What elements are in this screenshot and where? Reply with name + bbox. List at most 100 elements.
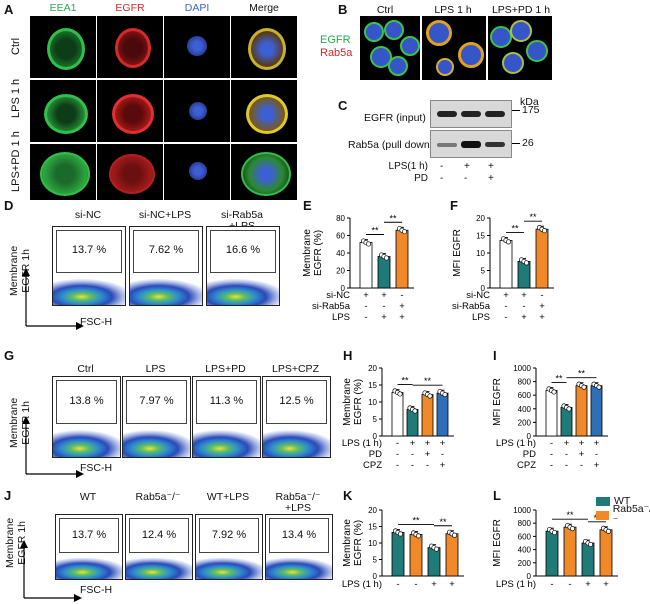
y-tick-label: 0 <box>527 572 532 581</box>
flow-gate <box>59 518 119 553</box>
data-point <box>581 384 587 390</box>
panel-label-f: F <box>450 198 458 213</box>
bar <box>445 533 459 577</box>
y-tick-label: 20 <box>368 364 377 373</box>
y-tick-label: 200 <box>518 418 532 427</box>
flow-density-cloud <box>196 552 262 579</box>
y-tick-label: 5 <box>373 556 378 565</box>
flow-axis-arrows <box>22 416 84 478</box>
condition-value: + <box>381 312 387 323</box>
condition-value: - <box>504 301 507 312</box>
micrograph-ctrl-egfr <box>97 16 163 78</box>
condition-value: + <box>363 290 369 301</box>
c-kda-26: 26 <box>522 137 534 149</box>
condition-value: - <box>411 460 414 471</box>
y-tick-label: 600 <box>518 532 532 541</box>
flow-gate <box>210 230 276 273</box>
data-point <box>383 255 390 261</box>
flow-title: LPS+CPZ <box>272 363 319 375</box>
condition-value: + <box>594 460 600 471</box>
condition-label: PD <box>369 449 382 460</box>
flow-gate <box>126 380 187 424</box>
micrograph-lps-merge <box>231 80 297 142</box>
bar <box>409 534 423 577</box>
flow-gate <box>129 518 189 553</box>
condition-value: - <box>522 301 525 312</box>
significance-label: ** <box>389 213 397 223</box>
flow-plot: 7.97 % <box>122 376 191 458</box>
y-tick-label: 5 <box>481 267 486 276</box>
bar <box>406 409 419 437</box>
flow-density-cloud <box>53 423 120 457</box>
bar <box>545 390 558 437</box>
condition-label: CPZ <box>517 460 536 471</box>
y-tick-label: 80 <box>336 214 345 223</box>
condition-value: + <box>579 438 585 449</box>
c-cond-lps: LPS(1 h) <box>388 161 428 172</box>
legend-kl: WT Rab5a⁻/⁻ <box>596 494 650 527</box>
condition-value: + <box>410 438 416 449</box>
condition-label: LPS <box>332 312 350 323</box>
y-tick-label: 10 <box>368 398 377 407</box>
flow-xlabel: FSC-H <box>80 584 113 596</box>
data-point <box>365 241 372 247</box>
y-tick-label: 0 <box>481 284 486 293</box>
condition-value: - <box>565 460 568 471</box>
y-axis-label: MFI EGFR <box>492 378 503 426</box>
y-tick-label: 800 <box>518 519 532 528</box>
y-tick-label: 15 <box>476 232 485 241</box>
y-axis-label: Membrane <box>342 519 353 567</box>
condition-label: PD <box>523 449 536 460</box>
y-tick-label: 800 <box>518 378 532 387</box>
condition-value: + <box>503 290 509 301</box>
y-tick-label: 60 <box>336 232 345 241</box>
condition-label: si-NC <box>466 290 490 301</box>
c-cond-pd: PD <box>414 173 428 184</box>
data-point <box>566 406 572 412</box>
panel-label-k: K <box>343 488 353 503</box>
condition-value: + <box>381 290 387 301</box>
y-tick-label: 15 <box>368 523 377 532</box>
significance-label: ** <box>529 212 537 222</box>
y-tick-label: 10 <box>368 539 377 548</box>
data-point <box>523 260 530 266</box>
significance-label: ** <box>511 223 519 233</box>
condition-value: - <box>364 301 367 312</box>
flow-title: Rab5a⁻/⁻ <box>135 491 181 503</box>
condition-label: LPS (1 h) <box>496 438 536 449</box>
data-point <box>541 228 548 234</box>
bar <box>535 228 549 289</box>
y-tick-label: 0 <box>373 432 378 441</box>
flow-density-cloud <box>207 272 279 305</box>
condition-value: + <box>399 301 405 312</box>
flow-title: LPS+PD <box>205 363 246 375</box>
significance-label: ** <box>412 515 420 525</box>
condition-label: si-NC <box>326 290 350 301</box>
flow-density-cloud <box>266 552 332 579</box>
y-tick-label: 1000 <box>513 506 531 515</box>
y-tick-label: 5 <box>373 415 378 424</box>
micrograph-lpspd-dapi <box>164 144 230 200</box>
flow-percentage: 13.4 % <box>281 529 317 541</box>
y-tick-label: 1000 <box>513 364 531 373</box>
panel-label-i: I <box>493 348 497 363</box>
flow-axis-arrows <box>22 268 84 330</box>
data-point <box>397 391 403 397</box>
flow-density-cloud <box>126 552 192 579</box>
bar <box>545 530 559 577</box>
flow-plot: 13.8 % <box>52 376 121 458</box>
y-tick-label: 0 <box>341 284 346 293</box>
flow-plot: 7.62 % <box>129 226 203 306</box>
condition-value: - <box>396 438 399 449</box>
significance-label: ** <box>424 376 432 386</box>
condition-value: + <box>594 438 600 449</box>
condition-value: - <box>550 449 553 460</box>
condition-value: - <box>411 449 414 460</box>
bar <box>359 242 373 289</box>
panel-label-e: E <box>303 198 312 213</box>
panel-label-g: G <box>4 348 15 363</box>
chart-k: 0 5 10 15 20 Membrane EGFR (%) ** ** LPS (1 h) - - +… <box>342 506 464 590</box>
col-header-dapi: DAPI <box>184 2 210 14</box>
condition-value: - <box>426 460 429 471</box>
data-point <box>587 541 594 548</box>
